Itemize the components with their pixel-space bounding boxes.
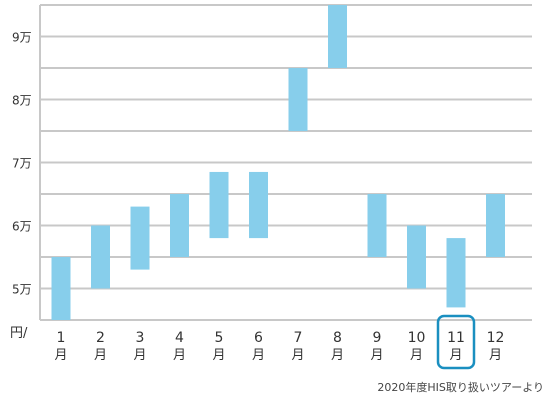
x-tick-label: 4 — [175, 330, 184, 346]
x-tick-label: 10 — [408, 330, 426, 346]
x-tick-unit: 月 — [54, 348, 67, 363]
x-tick-label: 7 — [294, 330, 303, 346]
range-bar — [91, 225, 110, 289]
source-note: 2020年度HIS取り扱いツアーより — [377, 381, 544, 394]
y-tick-label: 8万 — [12, 94, 32, 108]
x-tick-unit: 月 — [449, 348, 462, 363]
x-tick-label: 5 — [215, 330, 224, 346]
x-tick-unit: 月 — [489, 348, 502, 363]
range-bar — [249, 171, 268, 239]
range-bar — [486, 194, 505, 257]
x-tick-label: 9 — [373, 330, 382, 346]
x-tick-unit: 月 — [291, 348, 304, 363]
range-bar — [209, 171, 229, 239]
x-tick-unit: 月 — [212, 348, 225, 363]
x-tick-unit: 月 — [94, 348, 107, 363]
highlight-box — [436, 314, 476, 370]
range-bar — [170, 194, 189, 257]
range-bar — [288, 68, 308, 131]
y-tick-label: 9万 — [12, 31, 32, 45]
x-tick-label: 1 — [57, 330, 66, 346]
range-bar — [130, 206, 150, 270]
x-tick-unit: 月 — [133, 348, 146, 363]
x-tick-label: 3 — [136, 330, 145, 346]
range-bar — [328, 5, 347, 68]
range-bar — [446, 238, 466, 308]
x-tick-label: 2 — [96, 330, 105, 346]
x-tick-label: 8 — [333, 330, 342, 346]
x-tick-unit: 月 — [252, 348, 265, 363]
y-unit-label: 円/ — [10, 326, 28, 341]
x-tick-label: 6 — [254, 330, 263, 346]
range-bar — [407, 225, 426, 289]
range-bar — [51, 257, 71, 320]
x-tick-unit: 月 — [331, 348, 344, 363]
y-tick-label: 7万 — [12, 157, 32, 171]
x-tick-unit: 月 — [173, 348, 186, 363]
range-bar — [367, 194, 387, 257]
y-tick-label: 6万 — [12, 220, 32, 234]
x-tick-label: 12 — [487, 330, 505, 346]
y-tick-label: 5万 — [12, 283, 32, 297]
x-tick-label: 11 — [447, 330, 465, 346]
x-tick-unit: 月 — [410, 348, 423, 363]
x-tick-unit: 月 — [370, 348, 383, 363]
